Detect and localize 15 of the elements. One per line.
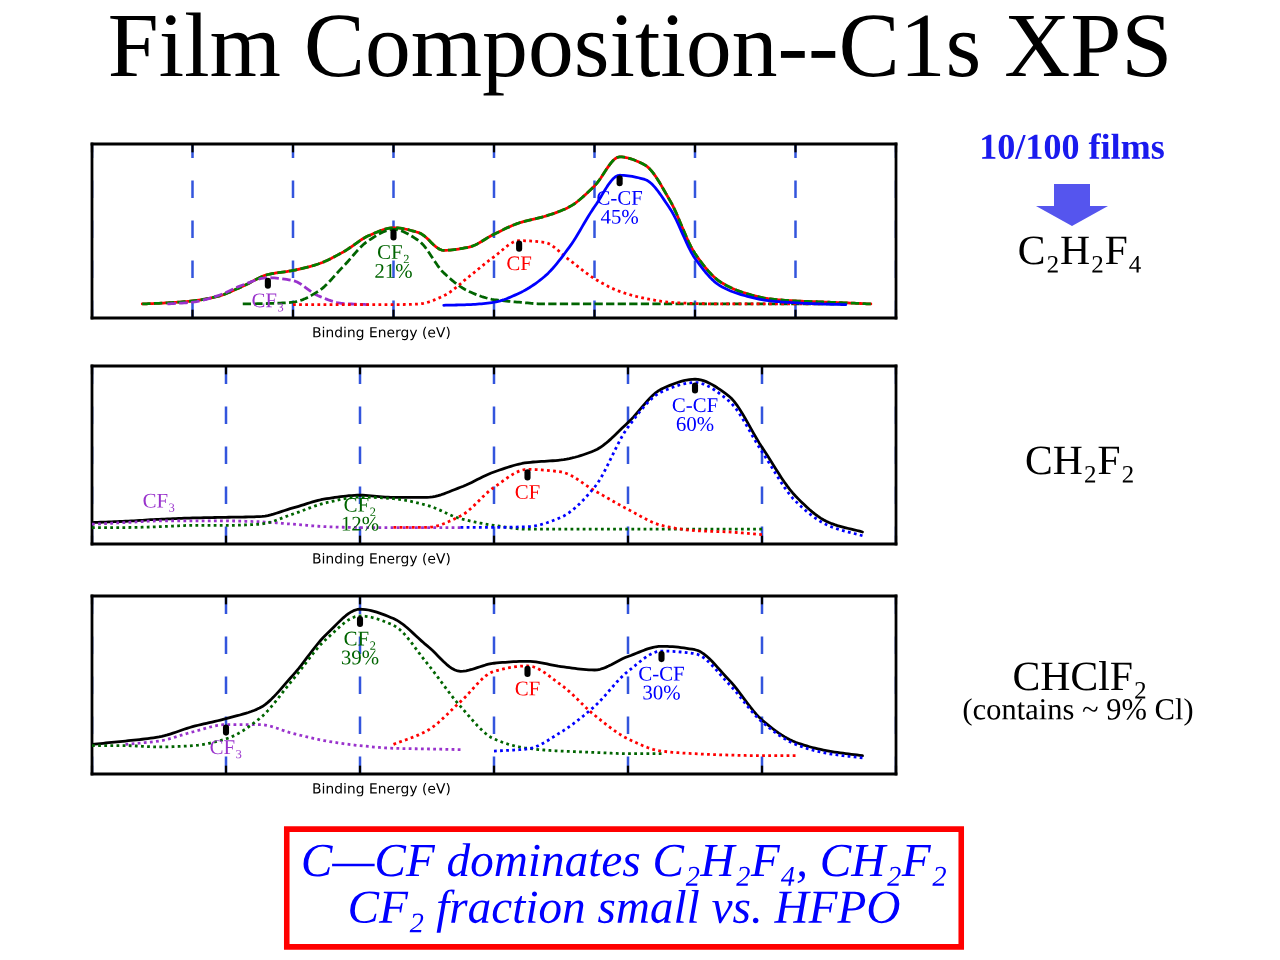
text: C—CF dominates C₂H₂F₄, CH₂F₂ CF₂ fraction small vs. HFPO: [303, 843, 946, 933]
text: CHClF₂: [1014, 661, 1146, 699]
text: 10/100 films: [982, 133, 1164, 160]
text: (contains ~ 9% Cl): [963, 698, 1193, 726]
series-label: CF₃: [143, 493, 175, 512]
series-label: CF₂ 12%: [342, 497, 379, 531]
chart-title: Film Composition--C1s XPS: [110, 12, 1167, 96]
series-label: CF: [515, 485, 540, 499]
series-label: CF₃: [210, 740, 242, 759]
series-label: CF: [515, 681, 540, 696]
series-label: C-CF 60%: [672, 398, 718, 432]
series-label: CF: [507, 256, 532, 271]
text: C₂H₂F₄: [1019, 236, 1141, 273]
series-label: C-CF 30%: [639, 666, 684, 700]
text: CH₂F₂: [1026, 446, 1133, 483]
